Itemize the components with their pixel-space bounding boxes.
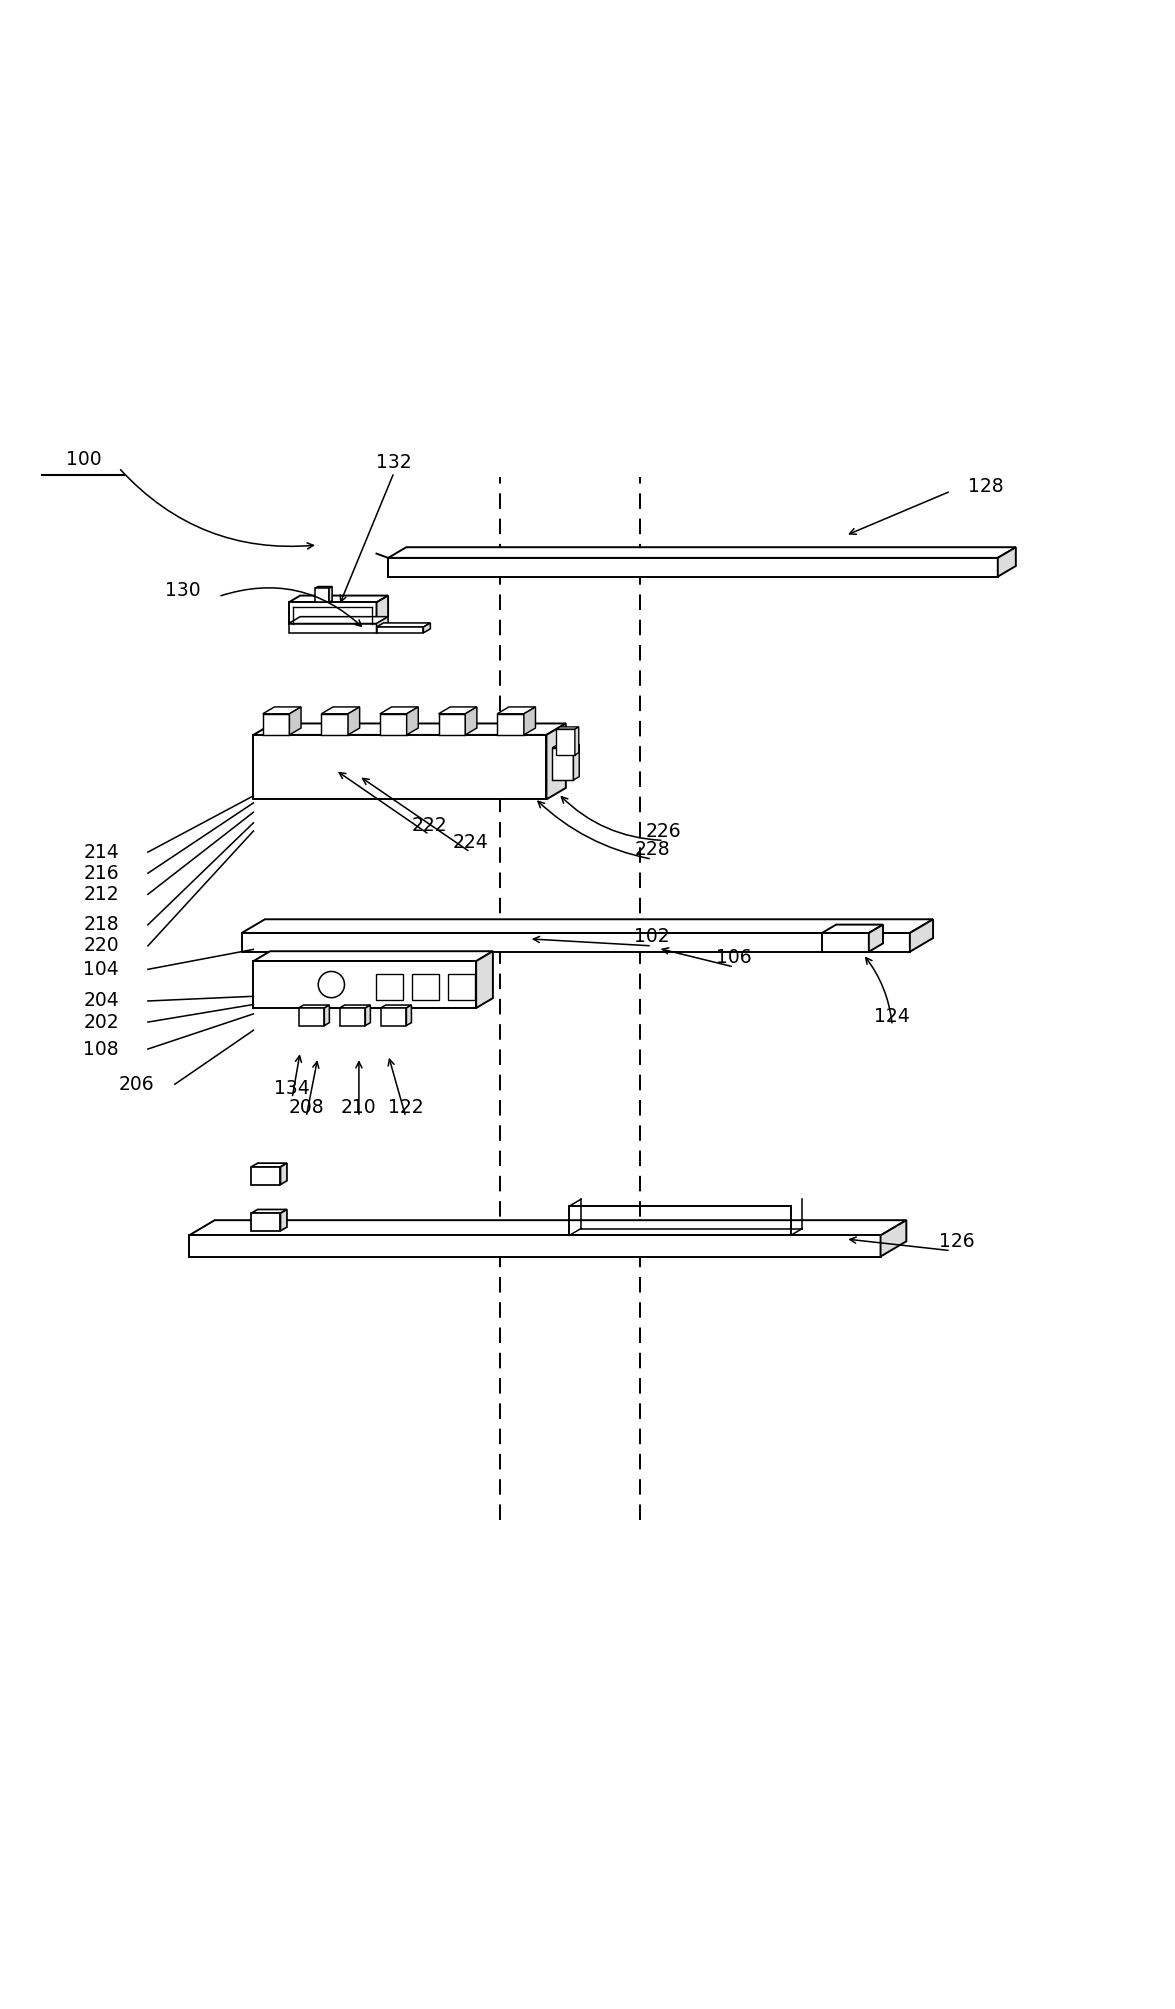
Polygon shape xyxy=(254,950,492,960)
Polygon shape xyxy=(340,1004,370,1009)
Polygon shape xyxy=(289,595,388,603)
Text: 130: 130 xyxy=(166,581,201,601)
Polygon shape xyxy=(822,924,884,932)
Text: 226: 226 xyxy=(646,822,681,840)
Polygon shape xyxy=(476,950,492,1009)
Text: 212: 212 xyxy=(83,884,119,904)
Polygon shape xyxy=(315,589,329,603)
Polygon shape xyxy=(298,1009,324,1027)
Polygon shape xyxy=(281,1209,287,1232)
Polygon shape xyxy=(880,1219,906,1256)
Text: 228: 228 xyxy=(634,840,670,860)
Polygon shape xyxy=(376,617,388,633)
Polygon shape xyxy=(289,623,376,633)
Polygon shape xyxy=(822,932,868,952)
Polygon shape xyxy=(254,723,566,735)
Polygon shape xyxy=(251,1167,281,1185)
Polygon shape xyxy=(388,546,1016,559)
Polygon shape xyxy=(381,1004,411,1009)
Polygon shape xyxy=(546,723,566,800)
Polygon shape xyxy=(340,1009,365,1027)
Polygon shape xyxy=(573,745,579,779)
Bar xyxy=(412,974,438,1000)
Polygon shape xyxy=(497,707,536,713)
Polygon shape xyxy=(438,707,477,713)
Polygon shape xyxy=(556,729,575,755)
Text: 122: 122 xyxy=(388,1099,424,1117)
Polygon shape xyxy=(575,727,579,755)
Polygon shape xyxy=(552,747,573,779)
Polygon shape xyxy=(254,960,476,1009)
Polygon shape xyxy=(524,707,536,735)
Text: 220: 220 xyxy=(83,936,119,956)
Text: 214: 214 xyxy=(83,842,119,862)
Polygon shape xyxy=(381,1009,407,1027)
Polygon shape xyxy=(322,707,360,713)
Polygon shape xyxy=(423,623,430,633)
Polygon shape xyxy=(289,603,376,623)
Polygon shape xyxy=(289,707,301,735)
Polygon shape xyxy=(365,1004,370,1027)
Polygon shape xyxy=(868,924,884,952)
Polygon shape xyxy=(189,1236,880,1256)
Text: 134: 134 xyxy=(274,1079,310,1099)
Polygon shape xyxy=(497,713,524,735)
Polygon shape xyxy=(298,1004,329,1009)
Polygon shape xyxy=(263,713,289,735)
Text: 128: 128 xyxy=(968,476,1003,496)
Polygon shape xyxy=(329,587,333,603)
Text: 210: 210 xyxy=(341,1099,377,1117)
Polygon shape xyxy=(909,920,933,952)
Polygon shape xyxy=(380,713,407,735)
Polygon shape xyxy=(251,1213,281,1232)
Text: 204: 204 xyxy=(83,992,119,1011)
Polygon shape xyxy=(189,1219,906,1236)
Polygon shape xyxy=(324,1004,329,1027)
Bar xyxy=(448,974,475,1000)
Polygon shape xyxy=(438,713,465,735)
Polygon shape xyxy=(289,617,388,623)
Polygon shape xyxy=(376,595,388,623)
Text: 126: 126 xyxy=(939,1232,974,1252)
Polygon shape xyxy=(376,627,423,633)
Polygon shape xyxy=(407,707,418,735)
Text: 132: 132 xyxy=(376,454,412,472)
Text: 206: 206 xyxy=(119,1075,154,1093)
Polygon shape xyxy=(322,713,348,735)
Text: 222: 222 xyxy=(411,816,446,834)
Polygon shape xyxy=(242,932,909,952)
Polygon shape xyxy=(552,745,579,747)
Polygon shape xyxy=(281,1163,287,1185)
Polygon shape xyxy=(380,707,418,713)
Polygon shape xyxy=(251,1209,287,1213)
Polygon shape xyxy=(348,707,360,735)
Circle shape xyxy=(318,972,344,998)
Polygon shape xyxy=(254,735,546,800)
Text: 208: 208 xyxy=(288,1099,324,1117)
Polygon shape xyxy=(998,546,1016,577)
Polygon shape xyxy=(388,559,998,577)
Bar xyxy=(376,974,403,1000)
Text: 102: 102 xyxy=(634,926,670,946)
Polygon shape xyxy=(242,920,933,932)
Polygon shape xyxy=(263,707,301,713)
Polygon shape xyxy=(407,1004,411,1027)
Polygon shape xyxy=(376,623,430,627)
Text: 124: 124 xyxy=(874,1007,911,1027)
Polygon shape xyxy=(465,707,477,735)
Polygon shape xyxy=(556,727,579,729)
Text: 202: 202 xyxy=(83,1013,119,1031)
Polygon shape xyxy=(251,1163,287,1167)
Text: 216: 216 xyxy=(83,864,119,882)
Text: 104: 104 xyxy=(83,960,119,978)
Text: 224: 224 xyxy=(452,834,488,852)
Text: 108: 108 xyxy=(83,1039,119,1059)
Text: 218: 218 xyxy=(83,916,119,934)
Text: 100: 100 xyxy=(66,450,101,468)
Text: 106: 106 xyxy=(717,948,752,966)
